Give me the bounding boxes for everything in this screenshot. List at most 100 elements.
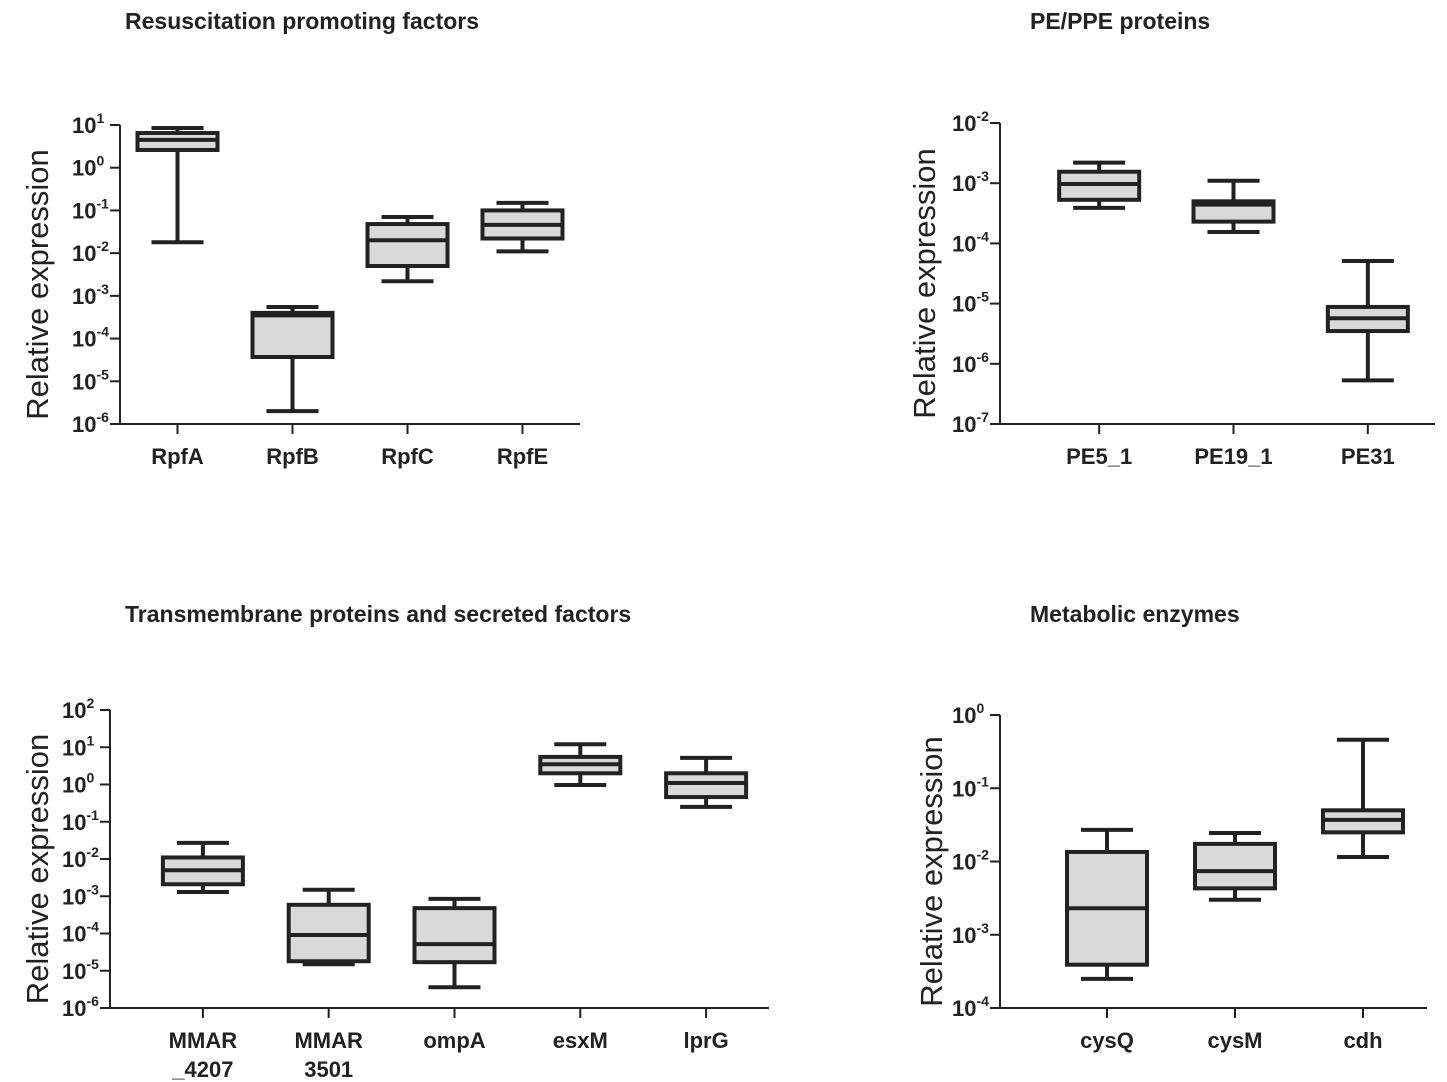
y-tick-base: 10 xyxy=(952,292,976,317)
y-tick-base: 10 xyxy=(62,959,86,984)
y-tick-label: 10-1 xyxy=(62,807,99,835)
chart-title: PE/PPE proteins xyxy=(1030,8,1210,34)
y-tick-exponent: -2 xyxy=(976,108,989,124)
y-tick-exponent: -3 xyxy=(976,168,989,184)
y-tick-label: 10-2 xyxy=(72,238,109,266)
y-tick-label: 10-2 xyxy=(952,108,989,136)
y-tick-base: 10 xyxy=(952,352,976,377)
y-tick-label: 10-4 xyxy=(72,324,109,352)
y-tick-exponent: -3 xyxy=(96,281,109,297)
y-tick-label: 10-6 xyxy=(952,349,989,377)
y-tick-exponent: -2 xyxy=(86,844,99,860)
y-tick-exponent: -1 xyxy=(86,807,99,823)
y-tick-base: 10 xyxy=(952,703,976,728)
y-axis-title: Relative expression xyxy=(907,148,942,419)
y-tick-base: 10 xyxy=(62,735,86,760)
x-tick-label: MMAR 3501 xyxy=(294,1028,363,1082)
y-tick-base: 10 xyxy=(62,884,86,909)
y-tick-exponent: -1 xyxy=(96,195,109,211)
x-tick-label: ompA xyxy=(423,1028,485,1053)
y-tick-exponent: -6 xyxy=(86,993,99,1009)
x-tick-label: MMAR _4207 xyxy=(169,1028,238,1082)
y-tick-base: 10 xyxy=(62,847,86,872)
y-tick-exponent: 0 xyxy=(86,770,94,786)
y-tick-exponent: -5 xyxy=(976,289,989,305)
y-tick-label: 102 xyxy=(62,695,94,723)
y-tick-exponent: -2 xyxy=(976,847,989,863)
y-tick-label: 100 xyxy=(952,700,984,728)
x-tick-label: PE5_1 xyxy=(1066,444,1132,469)
y-tick-exponent: 1 xyxy=(86,732,94,748)
y-tick-label: 10-1 xyxy=(72,195,109,223)
chart-title: Transmembrane proteins and secreted fact… xyxy=(125,601,631,627)
x-tick-label: cysM xyxy=(1207,1028,1262,1053)
y-tick-label: 10-5 xyxy=(72,366,109,394)
y-tick-label: 10-3 xyxy=(62,881,99,909)
y-axis-title: Relative expression xyxy=(20,149,55,420)
x-tick-label: esxM xyxy=(553,1028,608,1053)
chart-title: Metabolic enzymes xyxy=(1030,601,1240,627)
y-tick-base: 10 xyxy=(72,369,96,394)
panel: Transmembrane proteins and secreted fact… xyxy=(20,601,769,1082)
y-tick-label: 10-7 xyxy=(952,409,989,437)
x-tick-label: PE19_1 xyxy=(1194,444,1272,469)
y-tick-label: 10-4 xyxy=(952,228,989,256)
x-tick-label: RpfB xyxy=(266,444,319,469)
y-tick-exponent: -4 xyxy=(976,228,989,244)
y-tick-exponent: -6 xyxy=(96,409,109,425)
y-tick-exponent: -1 xyxy=(976,773,989,789)
box xyxy=(250,310,335,360)
y-tick-base: 10 xyxy=(952,923,976,948)
y-tick-label: 101 xyxy=(72,110,104,138)
x-tick-label: cysQ xyxy=(1080,1028,1134,1053)
y-tick-base: 10 xyxy=(62,996,86,1021)
y-tick-base: 10 xyxy=(952,111,976,136)
y-tick-label: 10-4 xyxy=(952,993,989,1021)
y-tick-exponent: -3 xyxy=(86,881,99,897)
y-tick-exponent: -4 xyxy=(96,324,109,340)
x-tick-label: RpfE xyxy=(497,444,548,469)
y-tick-label: 10-5 xyxy=(952,289,989,317)
x-tick-label-line: MMAR xyxy=(169,1028,238,1053)
x-tick-label: cdh xyxy=(1343,1028,1382,1053)
y-tick-base: 10 xyxy=(72,113,96,138)
y-tick-exponent: 2 xyxy=(86,695,94,711)
y-tick-label: 10-4 xyxy=(62,919,99,947)
y-tick-base: 10 xyxy=(62,773,86,798)
y-tick-base: 10 xyxy=(62,922,86,947)
y-tick-base: 10 xyxy=(62,810,86,835)
y-tick-label: 10-3 xyxy=(72,281,109,309)
y-tick-label: 100 xyxy=(72,153,104,181)
y-tick-base: 10 xyxy=(72,241,96,266)
x-tick-label: RpfA xyxy=(151,444,204,469)
y-tick-base: 10 xyxy=(72,412,96,437)
chart-title: Resuscitation promoting factors xyxy=(125,8,479,34)
y-tick-base: 10 xyxy=(72,156,96,181)
box xyxy=(412,906,497,965)
box xyxy=(286,902,371,964)
y-axis-title: Relative expression xyxy=(20,734,55,1005)
y-tick-label: 101 xyxy=(62,732,94,760)
y-axis-title: Relative expression xyxy=(914,736,949,1007)
y-tick-base: 10 xyxy=(952,231,976,256)
y-tick-label: 10-3 xyxy=(952,920,989,948)
x-tick-label: lprG xyxy=(683,1028,728,1053)
y-tick-base: 10 xyxy=(62,698,86,723)
y-tick-exponent: -7 xyxy=(976,409,989,425)
y-tick-exponent: -4 xyxy=(86,919,99,935)
y-tick-base: 10 xyxy=(952,412,976,437)
x-tick-label: PE31 xyxy=(1341,444,1395,469)
y-tick-exponent: -5 xyxy=(86,956,99,972)
panel: Resuscitation promoting factors Relative … xyxy=(20,8,580,469)
y-tick-base: 10 xyxy=(952,850,976,875)
y-tick-exponent: 0 xyxy=(96,153,104,169)
y-tick-base: 10 xyxy=(72,284,96,309)
y-tick-label: 10-2 xyxy=(952,847,989,875)
y-tick-base: 10 xyxy=(952,996,976,1021)
y-tick-exponent: -5 xyxy=(96,366,109,382)
y-tick-label: 10-3 xyxy=(952,168,989,196)
y-tick-exponent: -3 xyxy=(976,920,989,936)
y-tick-exponent: -2 xyxy=(96,238,109,254)
x-tick-label: RpfC xyxy=(381,444,434,469)
